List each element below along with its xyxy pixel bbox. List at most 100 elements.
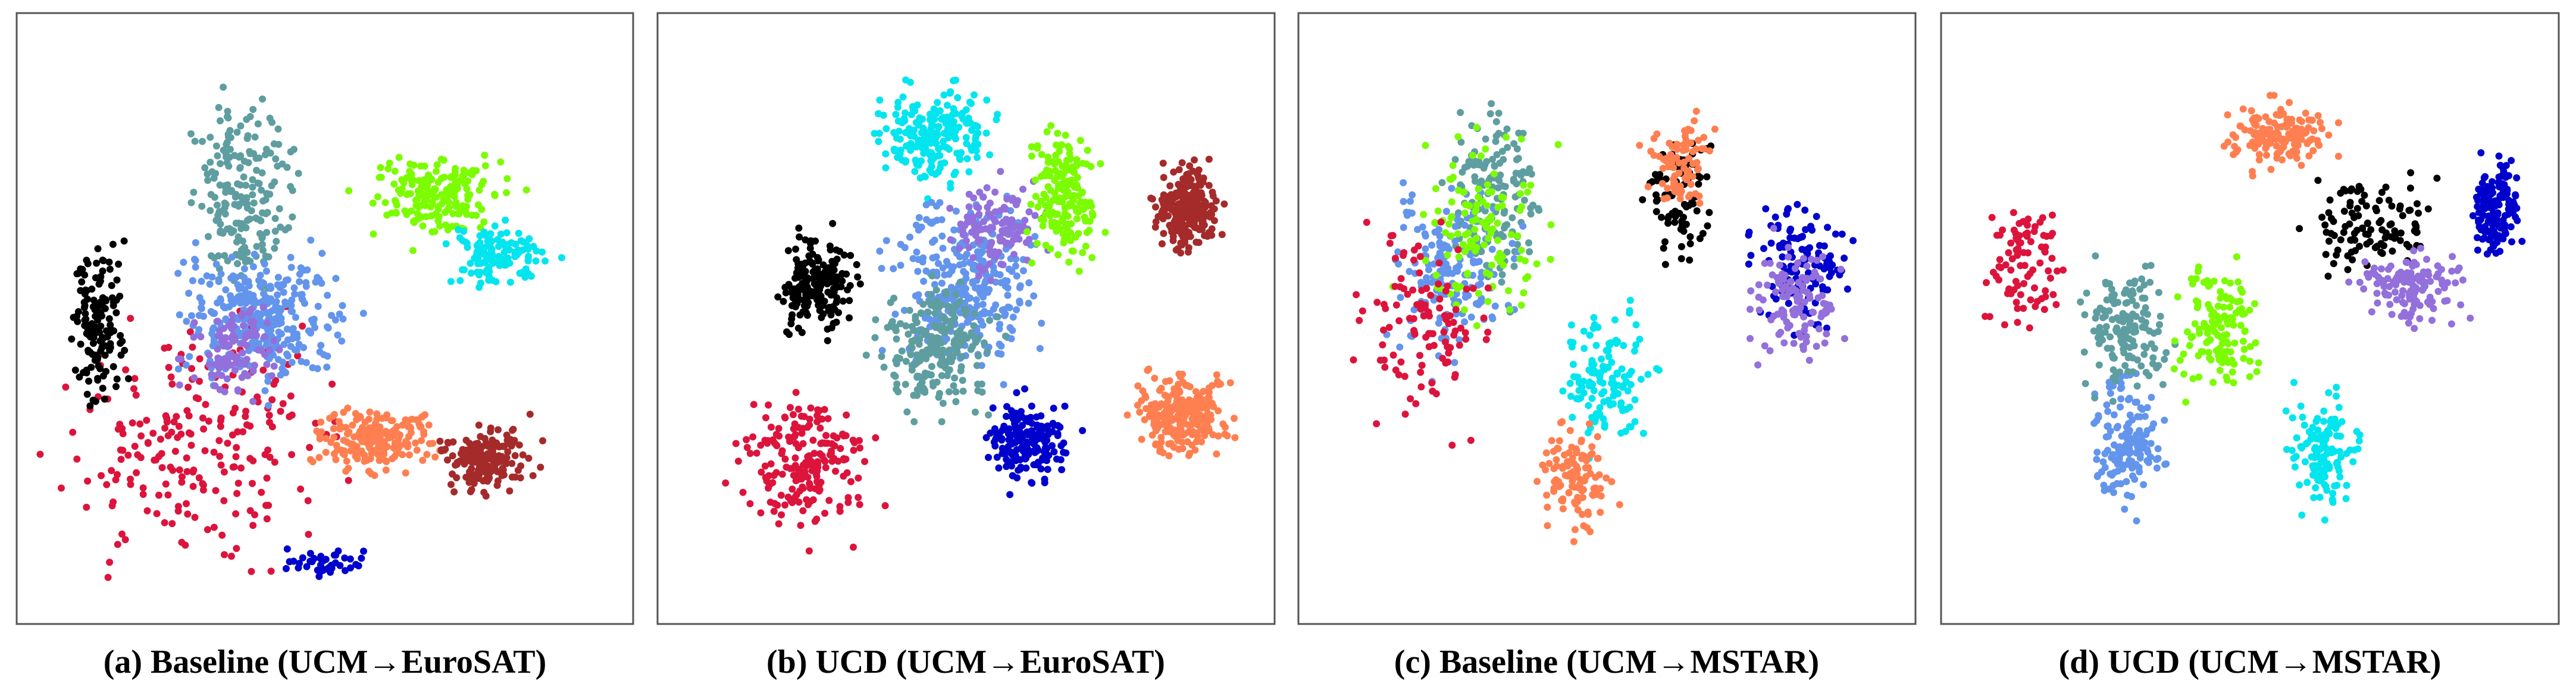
embedding-point: [1500, 156, 1507, 164]
embedding-point: [812, 485, 819, 493]
embedding-point: [192, 239, 199, 246]
embedding-point: [263, 474, 271, 482]
embedding-point: [802, 289, 810, 296]
embedding-point: [1152, 203, 1159, 211]
embedding-point: [1078, 198, 1085, 206]
embedding-point: [1471, 225, 1479, 233]
embedding-point: [781, 284, 789, 291]
embedding-point: [289, 213, 296, 221]
embedding-point: [506, 487, 514, 495]
embedding-point: [971, 91, 978, 99]
embedding-point: [1426, 312, 1433, 320]
embedding-point: [936, 107, 944, 115]
embedding-point: [519, 451, 527, 459]
embedding-point: [1484, 297, 1492, 305]
embedding-point: [1170, 218, 1178, 226]
embedding-point: [220, 83, 227, 91]
embedding-point: [262, 196, 270, 203]
embedding-point: [1677, 225, 1685, 233]
embedding-point: [1484, 284, 1492, 292]
embedding-point: [487, 255, 495, 263]
embedding-point: [850, 447, 857, 454]
embedding-point: [101, 352, 109, 359]
embedding-point: [1041, 479, 1048, 487]
embedding-point: [383, 211, 391, 219]
embedding-point: [999, 426, 1006, 434]
embedding-point: [1082, 160, 1090, 168]
embedding-point: [497, 230, 505, 238]
embedding-point: [493, 453, 501, 460]
embedding-point: [1781, 271, 1789, 279]
embedding-point: [919, 328, 927, 336]
embedding-point: [224, 440, 231, 447]
embedding-point: [1021, 385, 1028, 393]
embedding-point: [331, 316, 339, 324]
embedding-point: [218, 531, 226, 539]
embedding-point: [265, 412, 273, 419]
embedding-point: [1160, 230, 1168, 237]
embedding-point: [1803, 262, 1811, 270]
embedding-point: [119, 430, 127, 438]
embedding-point: [221, 355, 229, 362]
embedding-point: [102, 327, 110, 335]
embedding-point: [433, 168, 440, 175]
embedding-point: [440, 156, 447, 164]
embedding-point: [186, 328, 194, 335]
embedding-point: [339, 302, 346, 309]
embedding-point: [878, 265, 885, 272]
embedding-point: [1583, 524, 1591, 532]
embedding-point: [253, 331, 260, 339]
embedding-point: [130, 385, 137, 393]
embedding-point: [1559, 387, 1567, 395]
embedding-point: [928, 363, 935, 371]
embedding-point: [1500, 261, 1507, 269]
embedding-point: [191, 513, 199, 521]
embedding-point: [1813, 212, 1820, 220]
embedding-point: [382, 466, 390, 474]
embedding-point: [210, 523, 218, 531]
embedding-point: [969, 213, 976, 221]
embedding-point: [1498, 278, 1505, 286]
embedding-point: [987, 277, 995, 284]
embedding-point: [199, 481, 207, 489]
embedding-point: [299, 322, 306, 330]
embedding-point: [392, 199, 400, 206]
embedding-point: [233, 490, 241, 497]
embedding-point: [220, 468, 228, 476]
embedding-point: [365, 431, 373, 439]
embedding-point: [758, 468, 765, 476]
embedding-point: [113, 375, 121, 383]
embedding-point: [183, 318, 190, 325]
embedding-point: [975, 272, 982, 280]
embedding-point: [121, 536, 129, 544]
embedding-point: [271, 244, 278, 252]
embedding-point: [812, 281, 819, 289]
embedding-point: [1794, 200, 1801, 208]
embedding-point: [343, 438, 351, 446]
embedding-point: [227, 292, 234, 300]
embedding-point: [214, 345, 221, 353]
embedding-point: [176, 311, 183, 319]
embedding-point: [871, 130, 878, 137]
embedding-point: [217, 270, 225, 278]
embedding-point: [288, 359, 296, 366]
embedding-point: [1060, 439, 1068, 447]
embedding-point: [1849, 237, 1857, 244]
embedding-point: [1692, 108, 1700, 115]
embedding-point: [1001, 229, 1009, 237]
embedding-point: [1006, 324, 1014, 331]
embedding-point: [324, 352, 331, 360]
embedding-point: [323, 435, 330, 443]
embedding-point: [1691, 117, 1698, 125]
embedding-point: [749, 433, 757, 441]
embedding-point: [268, 372, 276, 380]
embedding-point: [283, 350, 291, 358]
embedding-point: [1599, 380, 1607, 387]
embedding-point: [1576, 484, 1584, 491]
embedding-point: [120, 237, 128, 245]
embedding-point: [374, 193, 381, 200]
embedding-point: [106, 265, 114, 273]
embedding-point: [1136, 408, 1144, 416]
embedding-point: [1400, 249, 1408, 256]
embedding-point: [1004, 284, 1012, 292]
